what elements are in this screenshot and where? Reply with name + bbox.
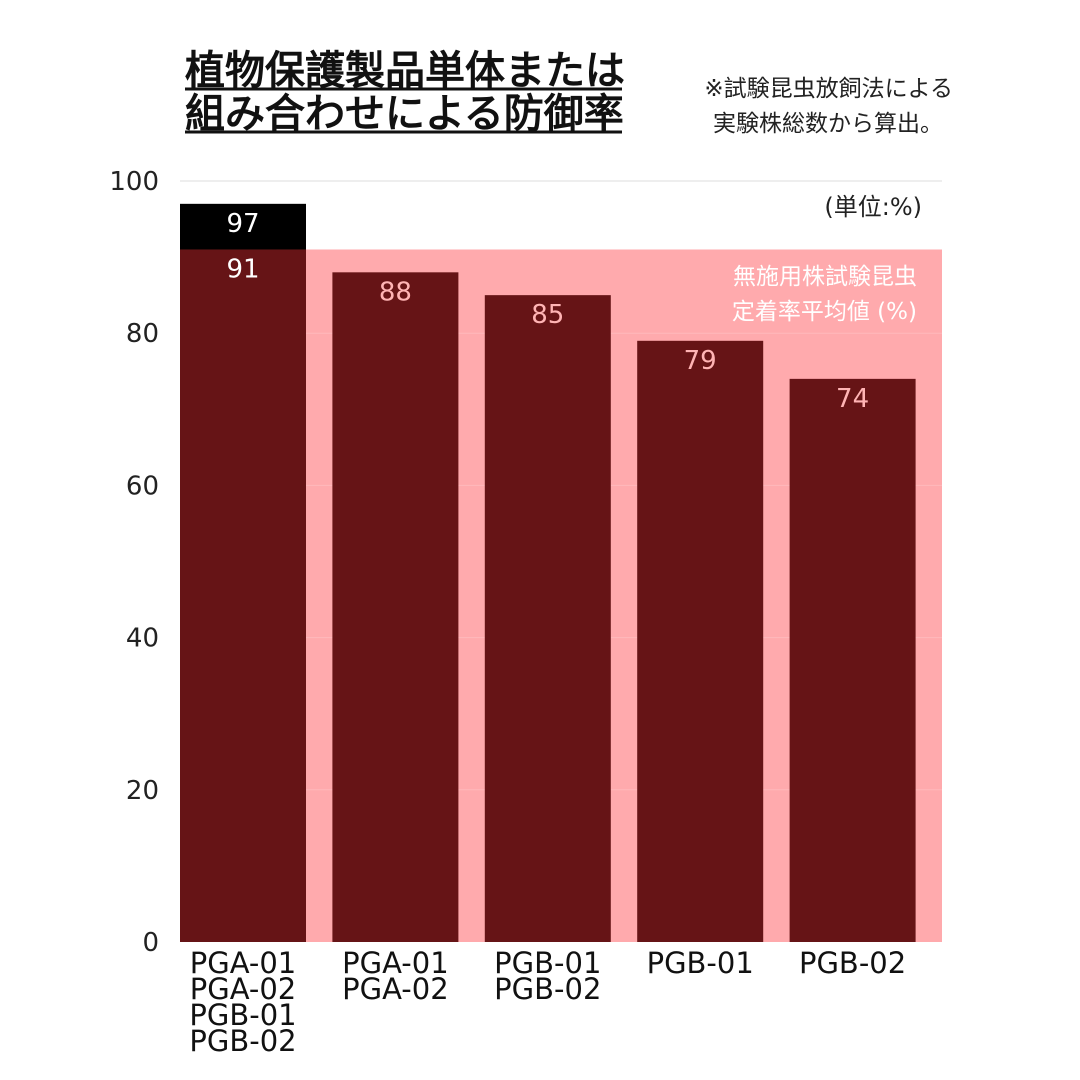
- bar-value-label: 88: [379, 277, 412, 307]
- x-category-label-line: PGB-01: [647, 946, 754, 980]
- y-axis-ticks: 0 20 40 60 80 100: [109, 167, 159, 958]
- x-category-label-line: PGB-02: [799, 946, 906, 980]
- y-tick-label: 100: [109, 167, 159, 197]
- bar-top-segment: [180, 203, 306, 250]
- method-note: ※試験昆虫放飼法による 実験株総数から算出。: [704, 76, 953, 137]
- bar-value-label: 85: [531, 300, 564, 330]
- bar-value-label: 79: [684, 346, 717, 376]
- bar-value-label: 91: [226, 254, 259, 284]
- reference-band-label: 無施用株試験昆虫: [733, 264, 917, 290]
- y-tick-label: 20: [126, 776, 159, 806]
- x-category-label: PGB-01: [647, 946, 754, 980]
- y-tick-label: 80: [126, 319, 159, 349]
- bar: [789, 378, 916, 942]
- bar-top-value-label: 97: [226, 209, 259, 239]
- bars: 9791PGA-01PGA-02PGB-01PGB-0288PGA-01PGA-…: [180, 203, 916, 1058]
- bar: [637, 340, 764, 942]
- reference-band-label: 定着率平均値 (%): [732, 299, 917, 325]
- x-category-label-line: PGA-02: [342, 972, 449, 1006]
- bar: [180, 249, 306, 943]
- bar-value-label: 74: [836, 384, 869, 414]
- x-category-label-line: PGB-01: [494, 946, 601, 980]
- unit-label: (単位:%): [824, 193, 922, 221]
- method-note-line-1: ※試験昆虫放飼法による: [704, 76, 953, 102]
- x-category-label-line: PGB-01: [189, 998, 296, 1032]
- chart-title-line-1: 植物保護製品単体または: [185, 48, 625, 94]
- bar: [332, 272, 459, 942]
- chart-title: 植物保護製品単体または 組み合わせによる防御率: [185, 48, 625, 137]
- bar: [484, 295, 611, 942]
- chart-title-line-2: 組み合わせによる防御率: [185, 91, 624, 137]
- x-category-label-line: PGA-01: [190, 946, 297, 980]
- x-category-label: PGB-02: [799, 946, 906, 980]
- y-tick-label: 60: [126, 471, 159, 501]
- x-category-label-line: PGA-01: [342, 946, 449, 980]
- x-category-label-line: PGB-02: [189, 1024, 296, 1058]
- x-category-label-line: PGB-02: [494, 972, 601, 1006]
- y-tick-label: 0: [142, 928, 159, 958]
- method-note-line-2: 実験株総数から算出。: [713, 111, 943, 137]
- x-category-label-line: PGA-02: [190, 972, 297, 1006]
- y-tick-label: 40: [126, 624, 159, 654]
